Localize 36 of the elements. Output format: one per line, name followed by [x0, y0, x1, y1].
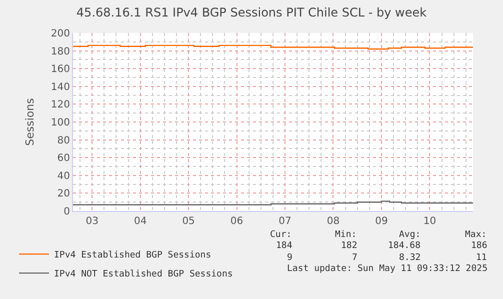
y-tick-label: 200 [50, 28, 70, 40]
x-tick-label: 09 [375, 216, 388, 227]
text: 9 [287, 253, 292, 263]
chart-title: 45.68.16.1 RS1 IPv4 BGP Sessions PIT Chile SCL - by week [76, 5, 427, 20]
text: Avg: [399, 230, 421, 240]
y-tick-label: 120 [50, 100, 70, 111]
text: 8.32 [399, 253, 421, 263]
y-tick-label: 180 [50, 46, 70, 58]
text: 11 [476, 253, 487, 263]
y-tick-label: 40 [57, 170, 70, 182]
y-tick-label: 80 [57, 135, 70, 146]
text: 184 [276, 241, 292, 251]
x-tick-label: 06 [230, 216, 244, 227]
y-axis-title: Sessions [24, 98, 37, 146]
text: Cur: [270, 230, 292, 240]
y-tick-label: 140 [50, 82, 70, 93]
text: 186 [471, 241, 488, 251]
text: 7 [352, 253, 358, 263]
text: Max: [465, 230, 487, 240]
x-tick-label: 10 [423, 216, 436, 227]
y-tick-label: 60 [57, 153, 70, 164]
text: Last update: Sun May 11 09:33:12 2025 [287, 264, 488, 274]
text: 182 [341, 241, 358, 251]
y-tick-label: 20 [57, 188, 70, 200]
y-tick-label: 100 [50, 118, 70, 128]
legend-label: IPv4 NOT Established BGP Sessions [54, 270, 233, 280]
legend-label: IPv4 Established BGP Sessions [54, 250, 212, 261]
y-tick-label: 160 [50, 64, 70, 76]
y-tick-label: 0 [64, 206, 70, 218]
x-tick-label: 08 [326, 216, 340, 227]
text: 184.68 [388, 241, 421, 251]
text: Min: [335, 230, 357, 240]
x-tick-label: 03 [86, 216, 98, 227]
x-tick-label: 04 [134, 216, 147, 227]
x-tick-label: 07 [278, 216, 292, 227]
x-tick-label: 05 [182, 216, 195, 227]
